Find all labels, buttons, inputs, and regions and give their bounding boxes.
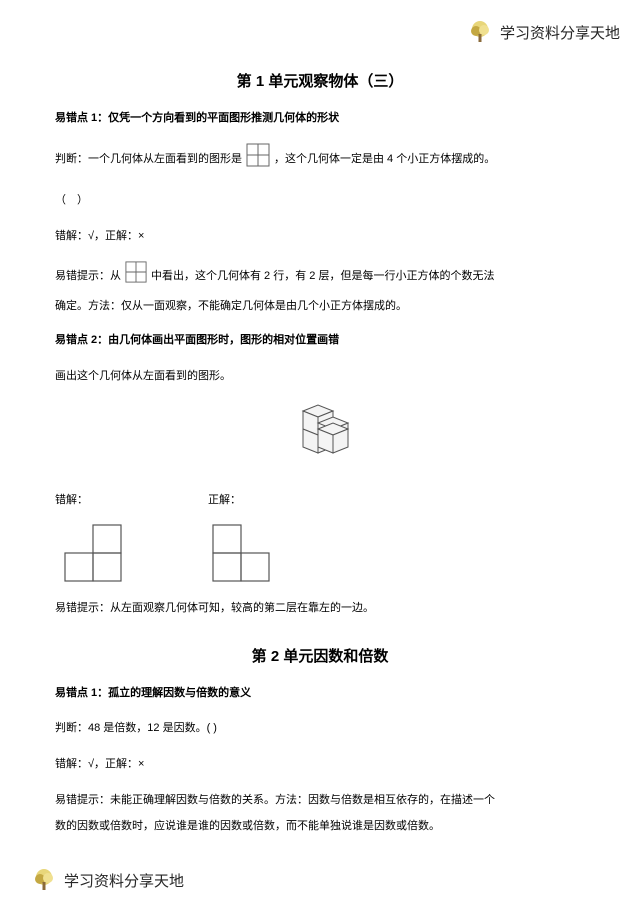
u1-p1-paren: （ ）	[55, 189, 585, 211]
tree-icon	[466, 18, 494, 46]
grid-2x2-icon-2	[125, 261, 147, 291]
unit1-title: 第 1 单元观察物体（三）	[55, 70, 585, 91]
tree-icon-2	[30, 866, 58, 894]
watermark-bottom: 学习资料分享天地	[30, 866, 184, 894]
u1-p2-tip: 易错提示：从左面观察几何体可知，较高的第二层在靠左的一边。	[55, 597, 585, 619]
u1-p1-tip1: 易错提示：从	[55, 265, 121, 287]
u1-p1-answer: 错解：√，正解：×	[55, 225, 585, 247]
u2-p1-tip1: 易错提示：未能正确理解因数与倍数的关系。方法：因数与倍数是相互依存的，在描述一个	[55, 789, 585, 811]
right-figure	[211, 521, 289, 583]
u1-p1-tip: 易错提示：从 中看出，这个几何体有 2 行，有 2 层，但是每一行小正方体的个数…	[55, 261, 585, 291]
wrong-figure	[63, 521, 141, 583]
u2-p1-answer: 错解：√，正解：×	[55, 753, 585, 775]
watermark-top: 学习资料分享天地	[466, 18, 620, 46]
wrong-right-labels: 错解： 正解：	[55, 491, 585, 507]
u2-p1-tip2: 数的因数或倍数时，应说谁是谁的因数或倍数，而不能单独说谁是因数或倍数。	[55, 815, 585, 837]
u1-p1-part2: ，这个几何体一定是由 4 个小正方体摆成的。	[274, 148, 495, 170]
unit2-title: 第 2 单元因数和倍数	[55, 645, 585, 666]
u1-p1-part1: 判断：一个几何体从左面看到的图形是	[55, 148, 242, 170]
grid-2x2-icon	[246, 143, 270, 175]
watermark-text-top: 学习资料分享天地	[500, 22, 620, 43]
right-label: 正解：	[208, 491, 241, 507]
isometric-cubes	[55, 401, 585, 481]
u1-p1-tip3: 确定。方法：仅从一面观察，不能确定几何体是由几个小正方体摆成的。	[55, 295, 585, 317]
u1-p1-tip2: 中看出，这个几何体有 2 行，有 2 层，但是每一行小正方体的个数无法	[151, 265, 494, 287]
wrong-right-figures	[55, 521, 585, 583]
u1-p1-judge: 判断：一个几何体从左面看到的图形是 ，这个几何体一定是由 4 个小正方体摆成的。	[55, 143, 585, 175]
u1-point2-heading: 易错点 2：由几何体画出平面图形时，图形的相对位置画错	[55, 331, 585, 351]
u1-p2-line1: 画出这个几何体从左面看到的图形。	[55, 365, 585, 387]
watermark-text-bottom: 学习资料分享天地	[64, 870, 184, 891]
u2-p1-line1: 判断：48 是倍数，12 是因数。( )	[55, 717, 585, 739]
wrong-label: 错解：	[55, 491, 88, 507]
u2-point1-heading: 易错点 1：孤立的理解因数与倍数的意义	[55, 684, 585, 704]
u1-point1-heading: 易错点 1：仅凭一个方向看到的平面图形推测几何体的形状	[55, 109, 585, 129]
